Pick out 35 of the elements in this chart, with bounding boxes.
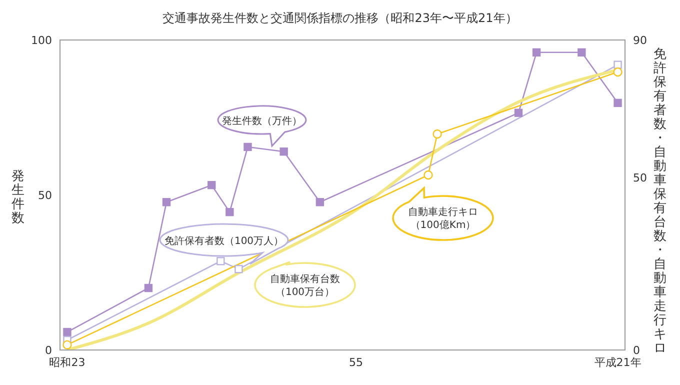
x-tick-label: 平成21年 bbox=[594, 356, 642, 369]
y-tick-label: 50 bbox=[38, 188, 52, 202]
y-axis-title: 発生件数 bbox=[11, 169, 25, 226]
point bbox=[613, 67, 622, 77]
point bbox=[280, 148, 288, 156]
point bbox=[216, 257, 225, 266]
point bbox=[614, 60, 622, 69]
text: 自動車走行キロ（100億Km） bbox=[408, 206, 478, 231]
text: 発生件数（万件） bbox=[222, 115, 302, 127]
point bbox=[316, 198, 324, 206]
point bbox=[62, 340, 72, 350]
point bbox=[424, 170, 433, 180]
series-label: 自動車保有台数（100万台） bbox=[270, 273, 340, 298]
point bbox=[226, 208, 234, 216]
point bbox=[144, 284, 153, 292]
point bbox=[432, 129, 442, 139]
point bbox=[63, 328, 72, 336]
chart-title: 交通事故発生件数と交通関係指標の推移（昭和23年〜平成21年） bbox=[162, 10, 518, 27]
point bbox=[244, 142, 252, 152]
point bbox=[532, 48, 541, 56]
point bbox=[208, 180, 216, 190]
point bbox=[578, 48, 586, 56]
y2-tick-label: 0 bbox=[633, 344, 640, 357]
point bbox=[614, 98, 622, 108]
y-tick-label: 0 bbox=[45, 344, 52, 357]
y-tick-label: 100 bbox=[31, 34, 52, 47]
point bbox=[162, 198, 171, 206]
y2-tick-label: 90 bbox=[633, 34, 647, 47]
x-tick-label: 55 bbox=[349, 356, 364, 369]
text: 免許保有者数・自動車保有台数・自動車走行キロ bbox=[654, 47, 666, 356]
y2-tick-label: 50 bbox=[633, 172, 647, 185]
point bbox=[234, 264, 243, 274]
x-tick-label: 昭和23 bbox=[49, 356, 86, 369]
point bbox=[514, 108, 523, 117]
series-label: 免許保有者数（100万人） bbox=[164, 235, 284, 247]
